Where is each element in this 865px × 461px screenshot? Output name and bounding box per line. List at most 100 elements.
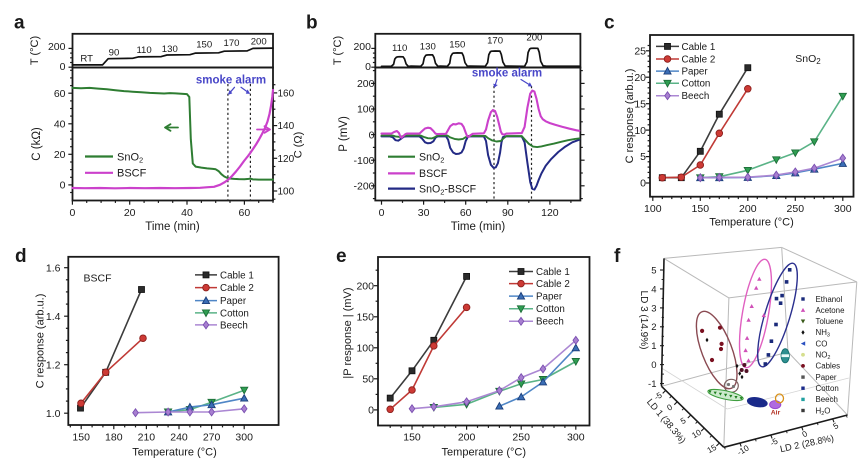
svg-text:Cable 2: Cable 2 [682, 54, 716, 65]
svg-text:Beech: Beech [816, 395, 838, 404]
svg-text:e: e [336, 246, 347, 267]
svg-text:b: b [306, 13, 318, 34]
svg-text:C response (arb.u.): C response (arb.u.) [35, 294, 47, 389]
svg-text:LD 3 (14.9%): LD 3 (14.9%) [638, 291, 649, 350]
svg-text:Paper: Paper [816, 373, 837, 382]
svg-text:P (mV): P (mV) [338, 116, 350, 152]
svg-text:200: 200 [251, 36, 267, 47]
svg-text:300: 300 [235, 431, 253, 443]
svg-text:0: 0 [800, 428, 809, 439]
svg-text:1.6: 1.6 [46, 262, 61, 274]
svg-text:90: 90 [502, 207, 514, 219]
svg-text:T (°C): T (°C) [332, 36, 344, 65]
svg-text:0: 0 [640, 178, 646, 190]
svg-text:SnO2: SnO2 [795, 53, 821, 66]
svg-text:130: 130 [420, 42, 436, 53]
svg-text:100: 100 [644, 203, 662, 215]
svg-text:200: 200 [458, 431, 476, 443]
svg-text:5: 5 [678, 415, 687, 426]
svg-text:-5: -5 [652, 390, 664, 403]
svg-text:200: 200 [739, 203, 757, 215]
svg-text:f: f [614, 246, 621, 267]
svg-text:Cotton: Cotton [220, 308, 249, 319]
svg-text:1: 1 [651, 341, 656, 352]
svg-text:C response (arb.u.): C response (arb.u.) [624, 69, 636, 164]
svg-text:5: 5 [651, 265, 656, 276]
svg-text:Cotton: Cotton [682, 79, 711, 90]
svg-text:|P response | (mV): |P response | (mV) [342, 287, 354, 378]
svg-text:150: 150 [356, 311, 374, 323]
svg-text:25: 25 [634, 46, 646, 58]
svg-text:SnO2: SnO2 [419, 151, 444, 164]
svg-text:-1: -1 [648, 379, 656, 390]
svg-text:c: c [604, 13, 615, 34]
svg-text:BSCF: BSCF [419, 168, 448, 180]
svg-text:a: a [14, 13, 25, 34]
svg-text:200: 200 [356, 280, 374, 292]
svg-text:0: 0 [379, 207, 385, 219]
svg-text:0: 0 [69, 207, 75, 219]
svg-text:C (kΩ): C (kΩ) [31, 127, 43, 161]
svg-text:CO: CO [816, 339, 828, 348]
svg-text:100: 100 [357, 104, 375, 116]
svg-text:60: 60 [460, 207, 472, 219]
svg-text:SnO2-BSCF: SnO2-BSCF [419, 183, 477, 196]
svg-text:60: 60 [239, 207, 251, 219]
svg-text:Ethanol: Ethanol [816, 295, 843, 304]
svg-text:-200: -200 [353, 181, 374, 193]
svg-text:C (Ω): C (Ω) [293, 132, 305, 159]
svg-text:170: 170 [487, 36, 503, 47]
svg-text:150: 150 [449, 39, 465, 50]
svg-text:0: 0 [365, 61, 371, 73]
svg-text:270: 270 [203, 431, 221, 443]
svg-text:5: 5 [640, 151, 646, 163]
svg-text:Temperature (°C): Temperature (°C) [132, 446, 216, 458]
svg-text:100: 100 [278, 187, 295, 198]
svg-text:130: 130 [162, 44, 178, 55]
svg-text:1.2: 1.2 [46, 359, 61, 371]
svg-text:BSCF: BSCF [117, 168, 147, 180]
svg-text:40: 40 [54, 119, 66, 131]
svg-text:150: 150 [692, 203, 710, 215]
svg-text:0: 0 [369, 129, 375, 141]
svg-text:170: 170 [223, 38, 239, 49]
svg-text:Temperature (°C): Temperature (°C) [709, 217, 793, 229]
svg-text:20: 20 [634, 72, 646, 84]
svg-text:5: 5 [831, 420, 840, 431]
svg-text:Time (min): Time (min) [145, 221, 200, 233]
svg-text:100: 100 [356, 343, 374, 355]
svg-text:250: 250 [512, 431, 530, 443]
svg-text:smoke alarm: smoke alarm [196, 75, 266, 87]
svg-text:1.0: 1.0 [46, 408, 61, 420]
svg-text:0: 0 [368, 405, 374, 417]
svg-text:NH3: NH3 [816, 328, 830, 339]
svg-text:300: 300 [834, 203, 852, 215]
svg-text:1.4: 1.4 [46, 311, 61, 323]
svg-text:Temperature (°C): Temperature (°C) [442, 446, 526, 458]
svg-text:150: 150 [403, 431, 421, 443]
svg-text:300: 300 [567, 431, 585, 443]
svg-text:Cotton: Cotton [536, 304, 565, 315]
svg-text:30: 30 [418, 207, 430, 219]
svg-text:Beech: Beech [536, 317, 564, 328]
svg-text:150: 150 [196, 40, 212, 51]
svg-text:20: 20 [54, 149, 66, 161]
svg-text:240: 240 [170, 431, 188, 443]
svg-text:Cable 1: Cable 1 [536, 267, 570, 278]
svg-text:Paper: Paper [220, 296, 247, 307]
svg-text:120: 120 [278, 154, 295, 165]
svg-text:20: 20 [124, 207, 136, 219]
svg-text:T (°C): T (°C) [29, 36, 41, 65]
svg-text:Cable 2: Cable 2 [536, 279, 570, 290]
svg-text:4: 4 [651, 284, 656, 295]
svg-text:H2O: H2O [816, 406, 831, 417]
svg-text:Beech: Beech [682, 91, 710, 102]
svg-text:Paper: Paper [536, 292, 563, 303]
svg-text:110: 110 [392, 43, 407, 54]
svg-text:Cable 1: Cable 1 [682, 42, 716, 53]
svg-text:0: 0 [651, 360, 656, 371]
svg-text:15: 15 [634, 98, 646, 110]
svg-text:140: 140 [278, 121, 295, 132]
svg-text:BSCF: BSCF [83, 273, 111, 285]
svg-text:0: 0 [60, 61, 66, 73]
